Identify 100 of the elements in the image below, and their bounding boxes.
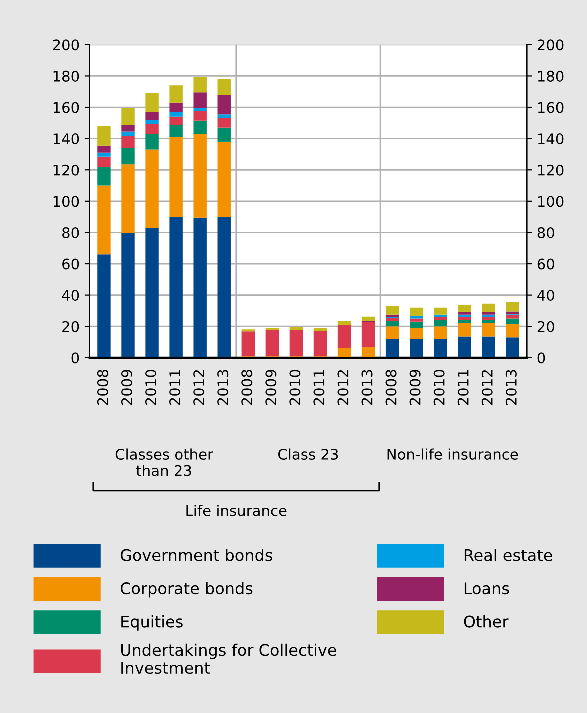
x-tick-label: 2011: [170, 370, 181, 406]
bar: [194, 218, 207, 358]
bar: [410, 322, 424, 328]
bar: [362, 322, 376, 348]
bar: [506, 324, 520, 338]
bar: [482, 320, 496, 324]
bar: [314, 328, 328, 332]
y-tick-label: 120: [54, 164, 80, 176]
bar: [218, 118, 231, 128]
y2-tick-label: 40: [538, 290, 554, 302]
bar: [266, 330, 280, 357]
bar: [506, 338, 520, 358]
bar: [218, 114, 231, 118]
y2-tick-label: 60: [538, 258, 554, 270]
bar: [506, 302, 520, 312]
x-tick-label: 2013: [362, 370, 373, 406]
bar: [434, 339, 448, 358]
bar: [338, 325, 352, 348]
x-tick-label: 2011: [458, 370, 469, 406]
bar: [98, 254, 111, 358]
legend-label: Real estate: [464, 549, 552, 562]
bar: [170, 126, 183, 138]
bar: [122, 234, 135, 358]
bar: [98, 152, 111, 157]
y-tick-label: 0: [72, 352, 80, 364]
bar: [410, 318, 424, 322]
bar: [194, 92, 207, 108]
x-tick-label: 2012: [482, 370, 493, 406]
bar: [218, 79, 231, 95]
text: Class 23: [278, 448, 338, 460]
bar: [194, 134, 207, 218]
y-tick-label: 40: [62, 290, 80, 302]
text: Non-life insurance: [388, 448, 518, 460]
bar: [338, 348, 352, 358]
legend-label: Equities: [122, 615, 183, 631]
bar: [122, 132, 135, 136]
bar: [242, 332, 256, 357]
x-tick-label: 2013: [506, 370, 517, 406]
bar: [410, 308, 424, 316]
y-tick-label: 80: [62, 227, 80, 238]
bar: [170, 137, 183, 218]
bar: [386, 339, 400, 358]
bar: [170, 86, 183, 103]
x-tick-label: 2008: [242, 370, 253, 406]
y2-tick-label: 160: [538, 102, 564, 114]
y2-tick-label: 120: [538, 164, 564, 176]
bar: [194, 120, 207, 134]
bar: [482, 323, 496, 337]
bar: [218, 95, 231, 115]
bar: [122, 126, 135, 132]
legend-label: Undertakings for Collective Investment: [121, 644, 336, 674]
legend-label: Government bonds: [120, 549, 272, 562]
y2-tick-label: 180: [538, 70, 564, 82]
bar: [170, 116, 183, 126]
bar: [290, 330, 304, 357]
y2-tick-label: 140: [538, 134, 564, 145]
bar: [146, 134, 159, 150]
bar: [458, 323, 472, 337]
bar: [458, 305, 472, 313]
legend-label: Loans: [464, 582, 510, 595]
bar: [146, 150, 159, 228]
bar: [362, 316, 376, 321]
y-tick-label: 100: [54, 196, 80, 208]
bar: [194, 111, 207, 121]
bar: [458, 320, 472, 324]
bar: [170, 112, 183, 117]
bar: [146, 93, 159, 112]
bar: [410, 339, 424, 358]
bar: [434, 317, 448, 320]
bar: [98, 146, 111, 153]
y-tick-label: 180: [54, 70, 80, 82]
x-tick-label: 2009: [266, 370, 277, 406]
bar: [410, 316, 424, 319]
bar: [218, 217, 231, 358]
bar: [146, 120, 159, 124]
bar: [122, 108, 135, 126]
bar: [218, 142, 231, 218]
bar: [386, 318, 400, 322]
bar: [506, 314, 520, 319]
bar: [410, 328, 424, 340]
bar: [122, 148, 135, 165]
bar: [434, 320, 448, 327]
bar: [434, 326, 448, 340]
bar: [194, 77, 207, 93]
bar: [146, 112, 159, 120]
y-tick-label: 20: [62, 321, 80, 332]
x-tick-label: 2009: [121, 370, 132, 406]
x-tick-label: 2012: [338, 370, 349, 406]
bar: [122, 136, 135, 148]
bar: [146, 124, 159, 134]
bar: [290, 327, 304, 330]
bar: [218, 128, 231, 142]
text: Classes other than 23: [116, 448, 214, 476]
x-tick-label: 2008: [386, 370, 397, 406]
y-tick-label: 140: [54, 134, 80, 145]
y-tick-label: 200: [53, 40, 80, 51]
bar: [386, 321, 400, 327]
bar: [458, 317, 472, 320]
x-tick-label: 2011: [314, 370, 325, 406]
x-tick-label: 2010: [145, 370, 157, 406]
